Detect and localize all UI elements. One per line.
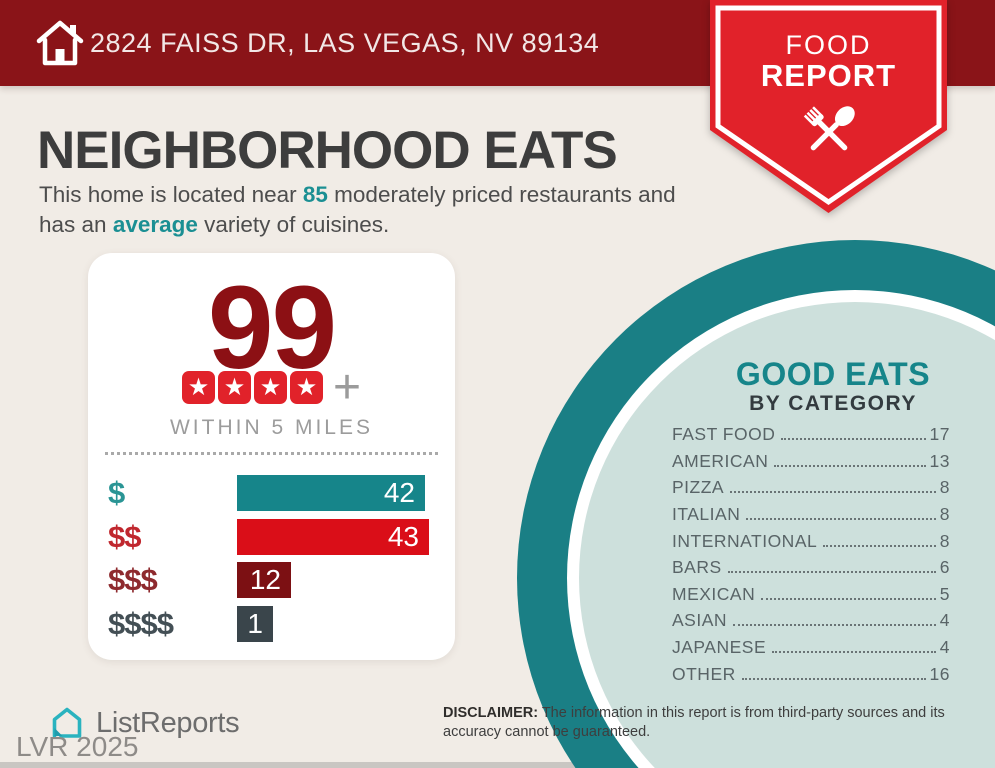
category-count: 6 <box>939 557 950 578</box>
category-label: INTERNATIONAL <box>672 530 818 551</box>
restaurant-score: 99 <box>207 262 337 394</box>
price-bar-row: $$$$ 1 <box>108 605 437 642</box>
subtitle-text: variety of cuisines. <box>197 212 390 237</box>
price-bar-row: $ 42 <box>108 475 437 511</box>
star-icon: ★ <box>217 371 251 404</box>
category-row: AMERICAN 13 <box>672 451 950 478</box>
dotted-leader <box>727 571 936 574</box>
home-icon <box>36 20 84 66</box>
category-list: FAST FOOD 17 AMERICAN 13 PIZZA 8 ITALIAN… <box>672 424 950 690</box>
bottom-edge-strip <box>0 762 995 768</box>
page-title: NEIGHBORHOOD EATS <box>37 121 618 180</box>
dotted-leader <box>823 544 936 547</box>
category-row: INTERNATIONAL 8 <box>672 531 950 558</box>
category-label: OTHER <box>672 663 736 684</box>
dotted-leader <box>741 677 926 680</box>
price-bar-value: 43 <box>387 520 419 552</box>
page-subtitle: This home is located near 85 moderately … <box>39 180 694 240</box>
category-label: ASIAN <box>672 610 728 631</box>
price-bar-row: $$$ 12 <box>108 562 437 598</box>
good-eats-title: GOOD EATS <box>735 356 931 392</box>
dotted-divider <box>105 452 438 455</box>
listreports-brand: ListReports <box>46 703 240 743</box>
category-row: MEXICAN 5 <box>672 584 950 611</box>
restaurant-score-card: 99 ★ ★ ★ ★ + WITHIN 5 MILES $ 42 $$ 43 $$$ 1… <box>88 253 455 660</box>
category-label: JAPANESE <box>672 637 767 658</box>
dotted-leader <box>733 624 936 627</box>
dotted-leader <box>772 651 936 654</box>
category-label: PIZZA <box>672 477 725 498</box>
star-rating: ★ ★ ★ ★ + <box>88 361 455 414</box>
dotted-leader <box>774 464 926 467</box>
house-page-icon <box>52 707 82 738</box>
good-eats-subtitle: BY CATEGORY <box>749 392 917 415</box>
category-row: OTHER 16 <box>672 664 950 691</box>
subtitle-text: This home is located near <box>39 182 303 207</box>
category-count: 4 <box>939 637 950 658</box>
ribbon-title-line2: REPORT <box>760 58 897 93</box>
category-label: FAST FOOD <box>672 424 776 444</box>
watermark: LVR 2025 <box>16 731 139 762</box>
ribbon-banner-shape <box>710 0 947 213</box>
category-count: 8 <box>939 477 950 498</box>
star-icon: ★ <box>253 371 287 404</box>
radius-label: WITHIN 5 MILES <box>169 416 374 439</box>
restaurant-count: 85 <box>302 182 328 207</box>
ribbon-title-line1: FOOD <box>785 30 872 60</box>
dotted-leader <box>746 517 936 520</box>
category-row: PIZZA 8 <box>672 477 950 504</box>
category-count: 13 <box>929 450 950 471</box>
price-tier-label: $$ <box>108 518 141 554</box>
category-row: FAST FOOD 17 <box>672 424 950 451</box>
price-bar-chart: $ 42 $$ 43 $$$ 12 $$$$ 1 <box>108 475 437 649</box>
utensils-crossed-icon <box>803 106 855 151</box>
category-row: ASIAN 4 <box>672 610 950 637</box>
category-count: 8 <box>939 503 950 524</box>
category-label: ITALIAN <box>672 503 741 524</box>
price-tier-label: $$$ <box>108 562 158 597</box>
subtitle-text: moderately priced restaurants and has an <box>39 182 676 237</box>
disclaimer: DISCLAIMER: The information in this repo… <box>443 704 960 742</box>
category-row: BARS 6 <box>672 557 950 584</box>
price-bar: 43 <box>237 518 429 555</box>
price-bar: 12 <box>237 562 291 598</box>
price-bar: 1 <box>237 605 273 642</box>
variety-label: average <box>112 212 198 237</box>
price-bar-value: 42 <box>383 477 415 508</box>
star-icon: ★ <box>289 371 323 404</box>
star-icon: ★ <box>181 371 215 404</box>
disclaimer-label: DISCLAIMER: <box>443 705 539 721</box>
category-label: AMERICAN <box>672 450 769 471</box>
price-tier-label: $ <box>108 475 125 510</box>
price-bar-value: 1 <box>247 607 263 639</box>
brand-name: ListReports <box>96 706 240 739</box>
price-tier-label: $$$$ <box>108 605 174 641</box>
category-count: 16 <box>929 663 950 684</box>
plus-sign: + <box>332 361 362 414</box>
category-row: JAPANESE 4 <box>672 637 950 664</box>
dotted-leader <box>761 597 936 600</box>
category-label: BARS <box>672 557 722 578</box>
food-report-ribbon: FOOD REPORT <box>710 0 947 215</box>
dotted-leader <box>781 438 926 440</box>
dotted-leader <box>730 491 936 494</box>
property-address: 2824 FAISS DR, LAS VEGAS, NV 89134 <box>90 28 600 58</box>
category-count: 5 <box>939 583 950 604</box>
price-bar-row: $$ 43 <box>108 518 437 555</box>
category-count: 8 <box>939 530 950 551</box>
price-bar: 42 <box>237 475 425 511</box>
category-count: 17 <box>929 424 950 444</box>
category-row: ITALIAN 8 <box>672 504 950 531</box>
price-bar-value: 12 <box>249 564 281 595</box>
category-label: MEXICAN <box>672 583 756 604</box>
category-count: 4 <box>939 610 950 631</box>
disclaimer-text: The information in this report is from t… <box>443 705 945 741</box>
